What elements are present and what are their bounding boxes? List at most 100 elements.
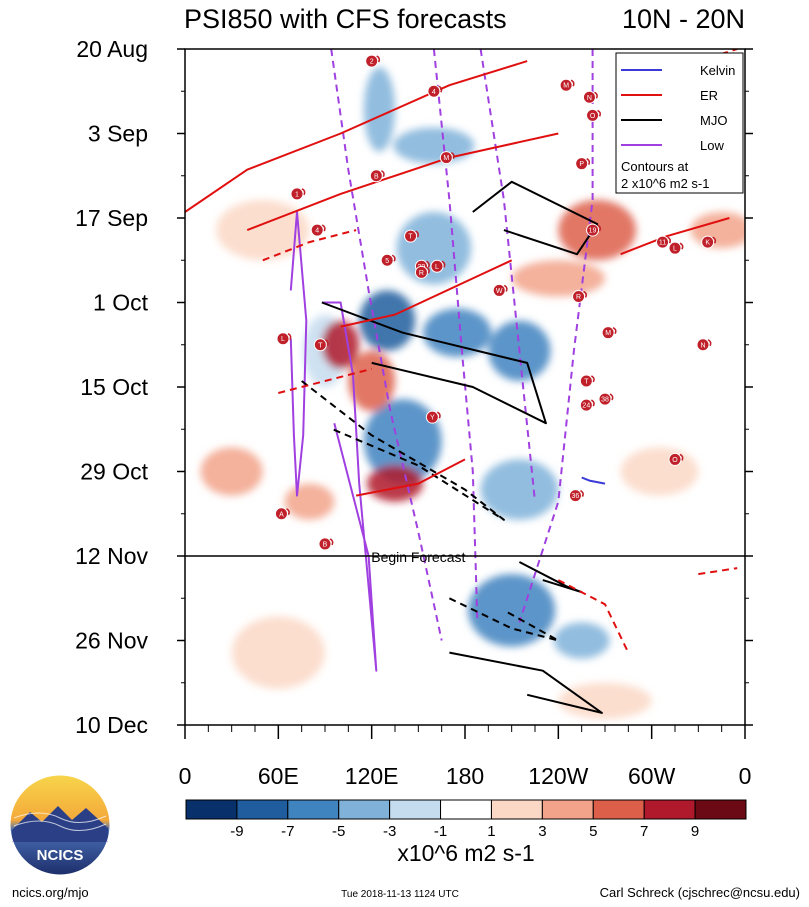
y-tick-label: 3 Sep <box>88 121 148 147</box>
storm-marker: R <box>572 289 587 303</box>
contour-layer <box>185 49 738 714</box>
anomaly-patch <box>393 127 475 164</box>
storm-tail <box>380 170 385 178</box>
anomaly-patch <box>558 682 652 719</box>
storm-label: 4 <box>432 89 436 96</box>
storm-tail <box>415 230 419 238</box>
storm-symbol <box>582 90 596 104</box>
storm-marker: R <box>414 265 430 279</box>
storm-marker: 36 <box>568 489 584 503</box>
storm-label: O <box>590 113 596 120</box>
er-contour <box>278 367 372 394</box>
storm-label: P <box>579 161 584 168</box>
y-tick-label: 26 Nov <box>75 628 148 654</box>
storm-marker: 4 <box>427 84 443 98</box>
storm-marker: 19 <box>586 223 601 237</box>
storm-marker: T <box>313 338 329 352</box>
storm-label: T <box>408 234 413 241</box>
storm-label: A <box>279 511 284 518</box>
footer-author: Carl Schreck (cjschrec@ncsu.edu) <box>600 885 800 900</box>
storm-tail <box>570 79 575 87</box>
y-tick-label: 17 Sep <box>75 205 148 231</box>
storm-marker: T <box>404 229 419 243</box>
storm-symbol <box>310 223 324 237</box>
storm-symbol <box>586 108 600 122</box>
y-tick-label: 1 Oct <box>93 290 149 316</box>
colorbar-swatch <box>287 799 340 820</box>
x-tick-label: 60W <box>628 763 676 789</box>
storm-marker: K <box>701 235 717 249</box>
colorbar-swatch <box>185 799 238 820</box>
storm-tail <box>329 538 334 546</box>
mjo-contour <box>321 301 547 425</box>
colorbar-swatch <box>389 799 442 820</box>
storm-tail <box>597 109 601 117</box>
mjo-contour <box>472 180 599 256</box>
storm-marker: M <box>601 326 617 340</box>
storm-symbol <box>276 332 290 346</box>
x-tick-label: 120W <box>528 763 588 789</box>
storm-marker: 2 <box>365 54 381 68</box>
storm-tail <box>376 55 381 63</box>
anomaly-patch <box>231 616 325 689</box>
low-contour <box>289 211 308 497</box>
legend-note-line1: Contours at <box>621 159 689 174</box>
storm-symbol <box>492 283 506 297</box>
storm-marker: 38 <box>598 392 614 406</box>
storm-tail <box>712 236 717 244</box>
anomaly-patch <box>690 211 745 249</box>
storm-symbol <box>579 398 593 412</box>
storm-label: Y <box>430 415 435 422</box>
er-contour <box>557 579 630 654</box>
colorbar-swatch <box>643 799 696 820</box>
storm-marker: 4 <box>310 223 326 237</box>
anomaly-patch <box>511 260 605 297</box>
storm-label: N <box>587 95 592 102</box>
storm-symbol <box>404 229 418 243</box>
kelvin-contour <box>581 476 606 485</box>
x-tick-label: 180 <box>446 763 484 789</box>
storm-symbol <box>430 259 444 273</box>
storm-marker: Y <box>425 410 441 424</box>
storm-symbol <box>425 410 439 424</box>
storm-symbol <box>290 187 304 201</box>
storm-symbol <box>575 157 589 171</box>
anomaly-patch <box>396 211 472 285</box>
low-contour <box>479 49 536 502</box>
colorbar-label: -9 <box>230 823 243 840</box>
mjo-contour <box>449 651 603 714</box>
anomaly-patch <box>363 67 396 152</box>
storm-tail <box>324 339 329 347</box>
storm-symbol <box>579 374 593 388</box>
anomaly-patch <box>553 622 610 659</box>
colorbar-label: -1 <box>434 823 447 840</box>
low-contour <box>321 301 378 672</box>
storm-tail <box>667 236 671 244</box>
x-tick-label: 60E <box>258 763 299 789</box>
legend-box <box>615 52 744 194</box>
colorbar-label: 9 <box>691 823 699 840</box>
storm-marker: M <box>439 151 455 165</box>
storm-symbol <box>668 241 682 255</box>
storm-tail <box>436 411 441 419</box>
storm-tail <box>590 375 595 383</box>
colorbar-label: 1 <box>487 823 495 840</box>
anomaly-patch <box>200 447 263 496</box>
storm-symbol <box>668 452 682 466</box>
storm-marker: O <box>586 108 601 122</box>
storm-tail <box>679 453 684 461</box>
storm-symbol <box>701 235 715 249</box>
storm-tail <box>609 393 614 401</box>
storm-label: M <box>563 83 569 90</box>
x-tick-label: 120E <box>345 763 399 789</box>
footer-url[interactable]: ncics.org/mjo <box>12 885 89 900</box>
storm-marker: A <box>274 507 290 521</box>
storm-label: B <box>323 541 328 548</box>
storm-label: 38 <box>601 397 609 404</box>
forecast-start-label: Begin Forecast <box>371 549 465 565</box>
storm-tail <box>707 339 712 347</box>
colorbar: -9 -7 -5 -3 -1 1 3 5 7 9 <box>185 799 747 840</box>
storm-symbol <box>365 54 379 68</box>
logo-mountains <box>12 806 108 842</box>
storm-label: L <box>435 264 439 271</box>
